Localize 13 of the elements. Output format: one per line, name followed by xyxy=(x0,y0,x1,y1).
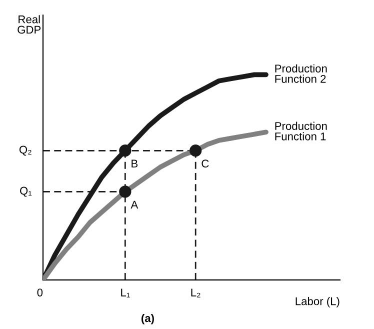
series-label: Production Function 1 xyxy=(275,122,327,140)
x-axis-title: Labor (L) xyxy=(296,297,340,308)
text: (a) xyxy=(141,314,154,324)
y-axis-title: Real GDP xyxy=(18,15,41,34)
x-tick-label: 0 xyxy=(37,288,43,296)
text: Q₁ xyxy=(20,186,32,197)
annotation: A xyxy=(130,200,138,208)
text: Q₂ xyxy=(19,146,32,156)
annotation: B xyxy=(132,160,138,168)
annotation: C xyxy=(202,160,209,168)
series-label: Production Function 2 xyxy=(275,64,327,83)
x-tick-label: L₂ xyxy=(191,288,200,298)
x-tick-label: L₁ xyxy=(121,288,130,298)
